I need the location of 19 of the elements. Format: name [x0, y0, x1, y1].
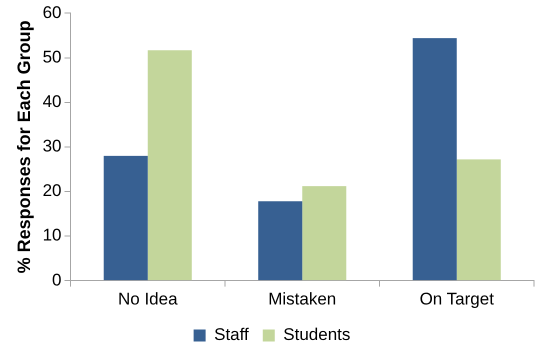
bar [412, 38, 457, 280]
y-tick-label: 10 [42, 226, 62, 245]
y-tick-label: 60 [42, 2, 62, 22]
bar [302, 186, 346, 280]
bar [258, 201, 302, 280]
legend-label: Staff [214, 325, 250, 344]
y-tick-label: 40 [42, 92, 62, 112]
bar [148, 50, 192, 280]
y-axis-title: % Responses for Each Group [14, 20, 34, 274]
y-tick-label: 0 [52, 270, 62, 290]
bar [456, 159, 501, 280]
legend-label: Students [283, 325, 350, 344]
x-tick-label: Mistaken [268, 289, 336, 308]
y-tick-label: 20 [42, 181, 62, 200]
y-tick-label: 30 [42, 136, 62, 156]
x-tick-label: No Idea [118, 289, 178, 308]
bar [104, 156, 148, 280]
x-tick-label: On Target [420, 289, 494, 308]
y-tick-label: 50 [42, 47, 62, 66]
